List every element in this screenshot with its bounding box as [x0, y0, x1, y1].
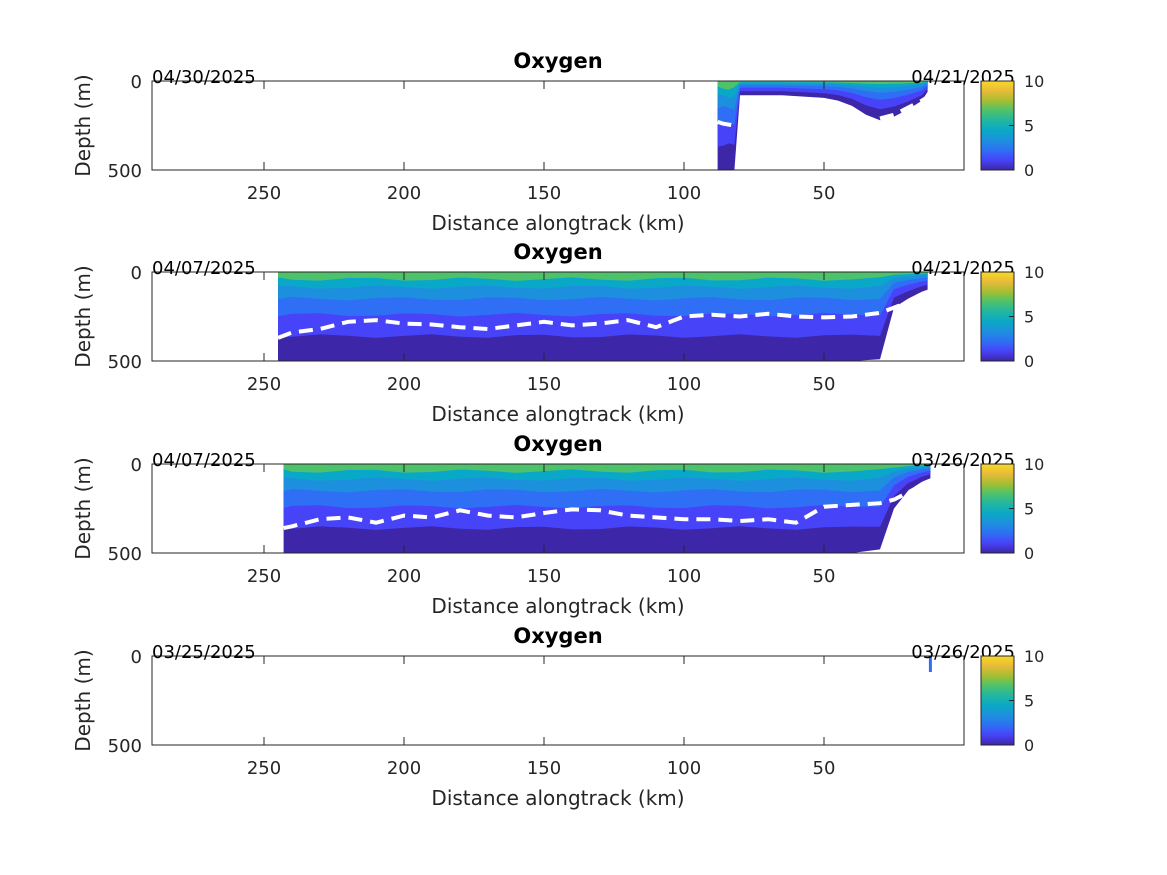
- y-axis-label: Depth (m): [71, 457, 95, 559]
- colorbar-tick-label: 10: [1024, 263, 1044, 282]
- colorbar-tick-label: 0: [1024, 161, 1034, 180]
- colorbar-tick-label: 10: [1024, 647, 1044, 666]
- profile-cast: [928, 656, 932, 673]
- x-tick-label: 200: [387, 758, 421, 779]
- oxygen-layer: [717, 81, 928, 90]
- chart-title: Oxygen: [513, 624, 602, 648]
- oxycline-contour: [283, 479, 932, 531]
- x-tick-label: 200: [387, 374, 421, 395]
- colorbar-gradient: [980, 463, 1015, 554]
- oxycline-contour: [879, 95, 929, 121]
- x-tick-label: 250: [247, 566, 281, 587]
- oxygen-section: [716, 81, 929, 170]
- x-tick-label: 50: [813, 758, 836, 779]
- x-tick-label: 250: [247, 183, 281, 204]
- y-axis-label: Depth (m): [71, 265, 95, 367]
- y-tick-label: 0: [131, 455, 142, 476]
- colorbar-tick-label: 5: [1024, 308, 1034, 327]
- y-axis-label: Depth (m): [71, 74, 95, 176]
- y-tick-label: 500: [108, 352, 142, 373]
- x-tick-label: 150: [527, 758, 561, 779]
- plot-area: [151, 463, 965, 554]
- oxygen-section: [277, 272, 929, 361]
- colorbar-tick-label: 10: [1024, 455, 1044, 474]
- x-tick-label: 150: [527, 183, 561, 204]
- x-axis-label: Distance alongtrack (km): [431, 786, 684, 810]
- oxygen-layer: [278, 272, 928, 281]
- start-date-label: 03/25/2025: [152, 642, 256, 663]
- y-tick-label: 0: [131, 647, 142, 668]
- oxygen-layer: [283, 464, 931, 473]
- oxygen-layer: [717, 81, 928, 110]
- x-tick-label: 200: [387, 183, 421, 204]
- x-tick-label: 100: [667, 183, 701, 204]
- colorbar: 0 5 10: [980, 455, 1044, 563]
- chart-title: Oxygen: [513, 240, 602, 264]
- plot-area: [151, 80, 965, 171]
- y-tick-label: 0: [131, 263, 142, 284]
- x-axis-label: Distance alongtrack (km): [431, 402, 684, 426]
- colorbar: 0 5 10: [980, 647, 1044, 755]
- colorbar-tick-label: 10: [1024, 72, 1044, 91]
- x-tick-label: 200: [387, 566, 421, 587]
- x-tick-label: 100: [667, 758, 701, 779]
- start-date-label: 04/07/2025: [152, 258, 256, 279]
- colorbar-gradient: [980, 80, 1015, 171]
- plot-area: [151, 271, 965, 362]
- oxycline-contour: [277, 291, 929, 340]
- x-tick-label: 250: [247, 374, 281, 395]
- colorbar: 0 5 10: [980, 72, 1044, 180]
- x-tick-label: 50: [813, 566, 836, 587]
- x-tick-label: 250: [247, 758, 281, 779]
- colorbar-tick-label: 0: [1024, 736, 1034, 755]
- y-tick-label: 500: [108, 736, 142, 757]
- x-tick-label: 100: [667, 374, 701, 395]
- start-date-label: 04/30/2025: [152, 67, 256, 88]
- oxygen-layer: [717, 81, 928, 98]
- colorbar-tick-label: 0: [1024, 544, 1034, 563]
- colorbar-tick-label: 0: [1024, 352, 1034, 371]
- y-axis-label: Depth (m): [71, 649, 95, 751]
- colorbar: 0 5 10: [980, 263, 1044, 371]
- x-tick-label: 50: [813, 374, 836, 395]
- oxygen-section: [928, 656, 932, 673]
- x-tick-label: 50: [813, 183, 836, 204]
- x-axis-label: Distance alongtrack (km): [431, 211, 684, 235]
- colorbar-tick-label: 5: [1024, 117, 1034, 136]
- colorbar-tick-label: 5: [1024, 500, 1034, 519]
- start-date-label: 04/07/2025: [152, 450, 256, 471]
- plot-area: [151, 655, 965, 746]
- y-tick-label: 0: [131, 72, 142, 93]
- colorbar-gradient: [980, 271, 1015, 362]
- chart-title: Oxygen: [513, 49, 602, 73]
- y-tick-label: 500: [108, 544, 142, 565]
- y-tick-label: 500: [108, 161, 142, 182]
- x-tick-label: 150: [527, 566, 561, 587]
- x-tick-label: 150: [527, 374, 561, 395]
- oxycline-contour: [716, 119, 735, 128]
- x-tick-label: 100: [667, 566, 701, 587]
- colorbar-tick-label: 5: [1024, 692, 1034, 711]
- chart-title: Oxygen: [513, 432, 602, 456]
- x-axis-label: Distance alongtrack (km): [431, 594, 684, 618]
- oxygen-section: [283, 464, 932, 553]
